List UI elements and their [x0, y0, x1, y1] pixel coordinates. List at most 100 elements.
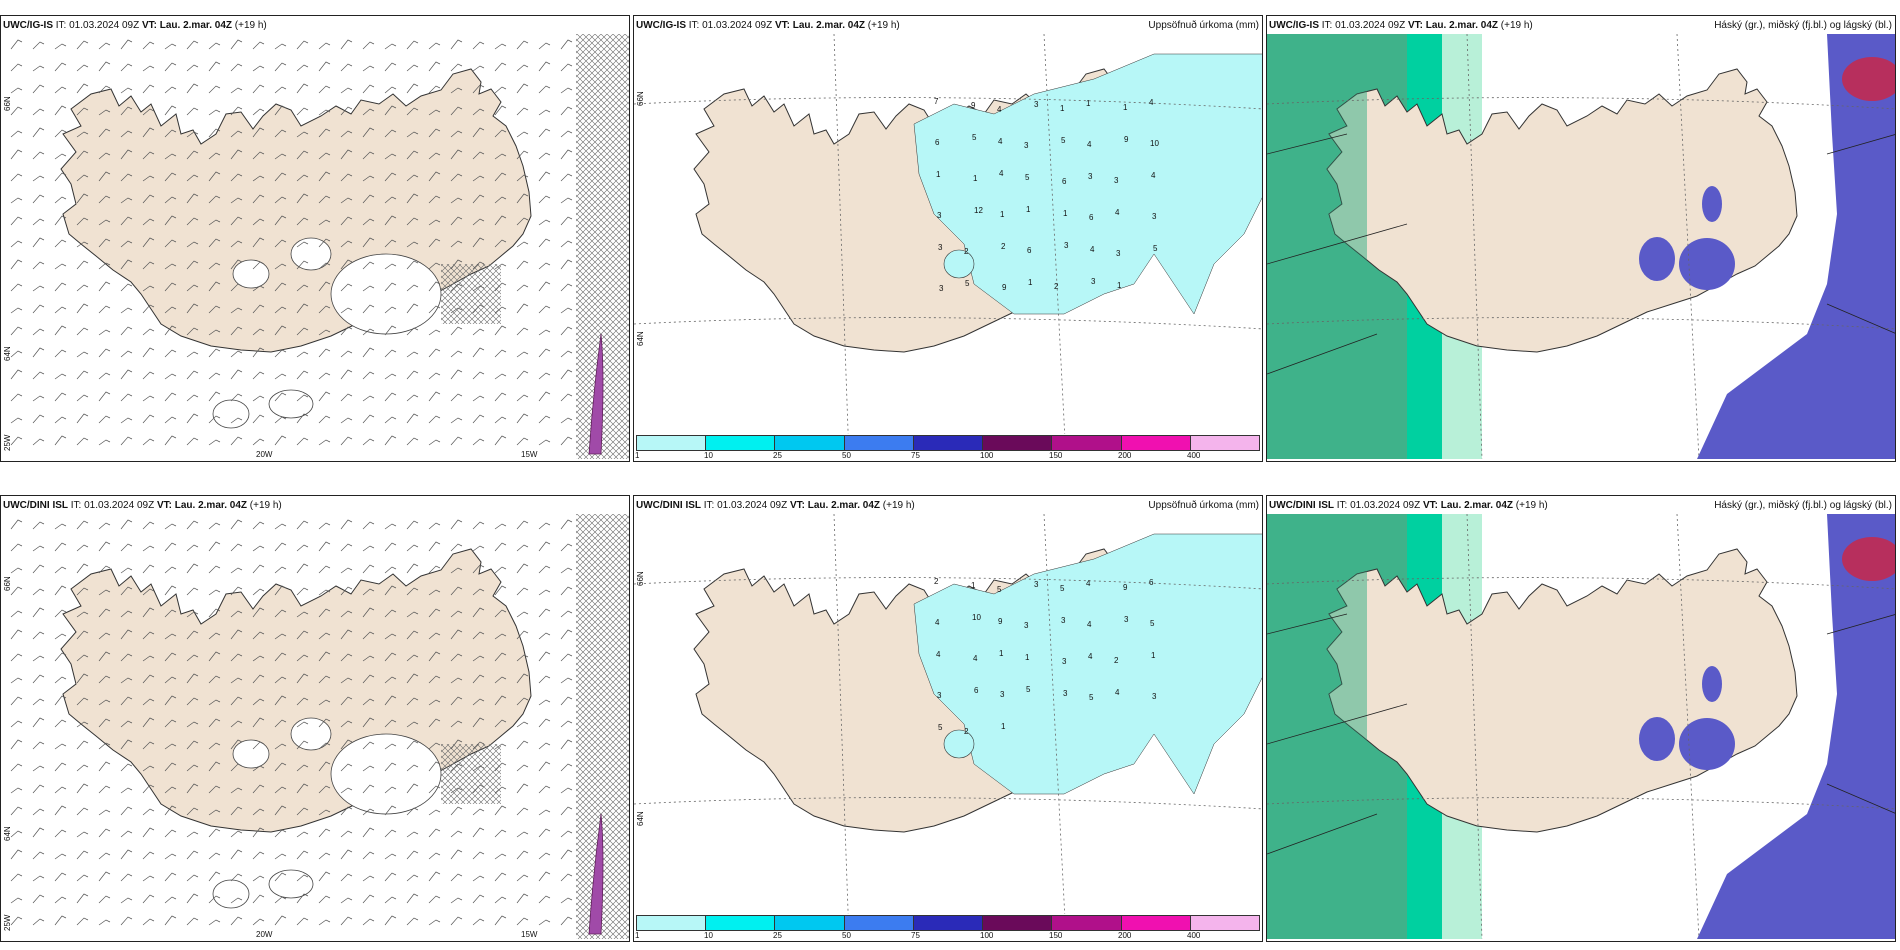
- precip-value-label: 5: [1060, 584, 1065, 593]
- precip-map-panel-dini: UWC/DINI ISL IT: 01.03.2024 09Z VT: Lau.…: [633, 495, 1263, 942]
- colorbar-swatch: [775, 916, 845, 930]
- mid-cloud-area: [1639, 717, 1675, 761]
- precip-value-label: 9: [1123, 583, 1128, 592]
- colorbar-tick: 50: [842, 451, 851, 460]
- glacier-area: [232, 259, 270, 289]
- mid-cloud-area: [1679, 718, 1735, 770]
- model-name: UWC/IG-IS: [1269, 20, 1319, 31]
- precip-value-label: 4: [1086, 579, 1091, 588]
- precip-colorbar: [636, 435, 1260, 451]
- precip-value-label: 4: [1151, 171, 1156, 180]
- lead-time: (+19 h): [234, 20, 267, 31]
- precip-value-label: 6: [1027, 246, 1032, 255]
- colorbar-tick: 1: [635, 451, 640, 460]
- precip-value-label: 12: [974, 206, 983, 215]
- precip-value-label: 9: [998, 617, 1003, 626]
- glacier-area: [290, 717, 332, 751]
- precip-value-label: 6: [1062, 177, 1067, 186]
- lead-time: (+19 h): [1515, 500, 1548, 511]
- lead-time: (+19 h): [882, 500, 915, 511]
- lead-time: (+19 h): [867, 20, 900, 31]
- precip-value-label: 4: [1088, 652, 1093, 661]
- precip-value-label: 1: [1123, 103, 1128, 112]
- mid-cloud-area: [1679, 238, 1735, 290]
- init-time: IT: 01.03.2024 09Z: [1336, 500, 1421, 511]
- colorbar-swatch: [983, 916, 1053, 930]
- precip-value-label: 3: [1091, 277, 1096, 286]
- precip-value-label: 1: [1060, 104, 1065, 113]
- colorbar-tick: 100: [980, 451, 994, 460]
- precip-area: [943, 249, 975, 279]
- lead-time: (+19 h): [249, 500, 282, 511]
- precip-value-label: 3: [1062, 657, 1067, 666]
- precip-value-label: 2: [964, 247, 969, 256]
- precip-value-label: 2: [1001, 242, 1006, 251]
- model-name: UWC/IG-IS: [636, 20, 686, 31]
- glacier-area: [268, 389, 314, 419]
- lat-label: 64N: [3, 346, 12, 361]
- panel-header: UWC/IG-IS IT: 01.03.2024 09Z VT: Lau. 2.…: [1269, 20, 1533, 31]
- precip-value-label: 1: [1000, 210, 1005, 219]
- mid-cloud-area: [1702, 186, 1722, 222]
- iceland-coastline: [1326, 68, 1798, 353]
- precip-value-label: 5: [997, 585, 1002, 594]
- precip-value-label: 4: [1115, 208, 1120, 217]
- precip-value-label: 5: [972, 133, 977, 142]
- valid-time-label: VT:: [156, 500, 172, 511]
- precip-value-label: 4: [973, 654, 978, 663]
- colorbar-swatch: [983, 436, 1053, 450]
- panel-field-title: Uppsöfnuð úrkoma (mm): [1148, 20, 1259, 31]
- colorbar-swatch: [637, 436, 707, 450]
- colorbar-tick: 150: [1049, 451, 1063, 460]
- colorbar-tick: 200: [1118, 451, 1132, 460]
- colorbar-swatch: [1052, 436, 1122, 450]
- lat-label: 66N: [3, 96, 12, 111]
- valid-time-label: VT:: [1422, 500, 1438, 511]
- colorbar-tick: 1: [635, 931, 640, 940]
- init-time: IT: 01.03.2024 09Z: [703, 500, 788, 511]
- precip-value-label: 9: [1002, 283, 1007, 292]
- precip-value-label: 2: [1054, 282, 1059, 291]
- precip-value-label: 10: [1150, 139, 1159, 148]
- colorbar-swatch: [1121, 916, 1191, 930]
- wind-barb-map: [1, 514, 629, 939]
- region-lines: [1267, 133, 1895, 375]
- panel-header: UWC/DINI ISL IT: 01.03.2024 09Z VT: Lau.…: [1269, 500, 1548, 511]
- wind-barb-map: [1, 34, 629, 459]
- valid-time: Lau. 2.mar. 04Z: [807, 500, 881, 511]
- colorbar-swatch: [775, 436, 845, 450]
- precip-value-label: 4: [997, 105, 1002, 114]
- lon-label: 20W: [256, 930, 273, 939]
- valid-time: Lau. 2.mar. 04Z: [792, 20, 866, 31]
- mid-cloud-area: [1697, 514, 1895, 939]
- precip-value-label: 4: [936, 650, 941, 659]
- iceland-coastline: [1326, 548, 1798, 833]
- precip-colorbar: [636, 915, 1260, 931]
- precip-value-label: 3: [938, 243, 943, 252]
- lat-label: 64N: [3, 826, 12, 841]
- precip-value-label: 4: [1090, 245, 1095, 254]
- region-lines: [1267, 613, 1895, 855]
- precip-map-panel-igis: UWC/IG-IS IT: 01.03.2024 09Z VT: Lau. 2.…: [633, 15, 1263, 462]
- lat-lon-grid: [634, 514, 1262, 914]
- lon-label: 20W: [256, 450, 273, 459]
- lat-label: 64N: [636, 811, 645, 826]
- precip-value-label: 2: [934, 577, 939, 586]
- precip-value-label: 6: [935, 138, 940, 147]
- purple-feature: [588, 813, 604, 935]
- panel-field-title: Háský (gr.), miðský (fj.bl.) og lágský (…: [1714, 500, 1892, 511]
- precip-value-label: 1: [973, 174, 978, 183]
- colorbar-swatch: [706, 436, 776, 450]
- precip-value-label: 6: [1149, 578, 1154, 587]
- hatched-region: [441, 264, 501, 324]
- panel-header: UWC/IG-IS IT: 01.03.2024 09Z VT: Lau. 2.…: [636, 20, 900, 31]
- precip-value-label: 3: [1152, 212, 1157, 221]
- colorbar-swatch: [1190, 916, 1259, 930]
- precip-value-label: 3: [1063, 689, 1068, 698]
- precip-value-label: 4: [1087, 620, 1092, 629]
- mid-cloud-area: [1639, 237, 1675, 281]
- wind-map-panel-dini: UWC/DINI ISL IT: 01.03.2024 09Z VT: Lau.…: [0, 495, 630, 942]
- precip-map: 2 1 5 3 5 4 9 6 4 10 9 3 3 4 3 5 4 4 1 1 3 4 2 1 3 6 3 5 3 5 4 3 5 2 1: [634, 514, 1262, 914]
- colorbar-tick: 400: [1187, 451, 1201, 460]
